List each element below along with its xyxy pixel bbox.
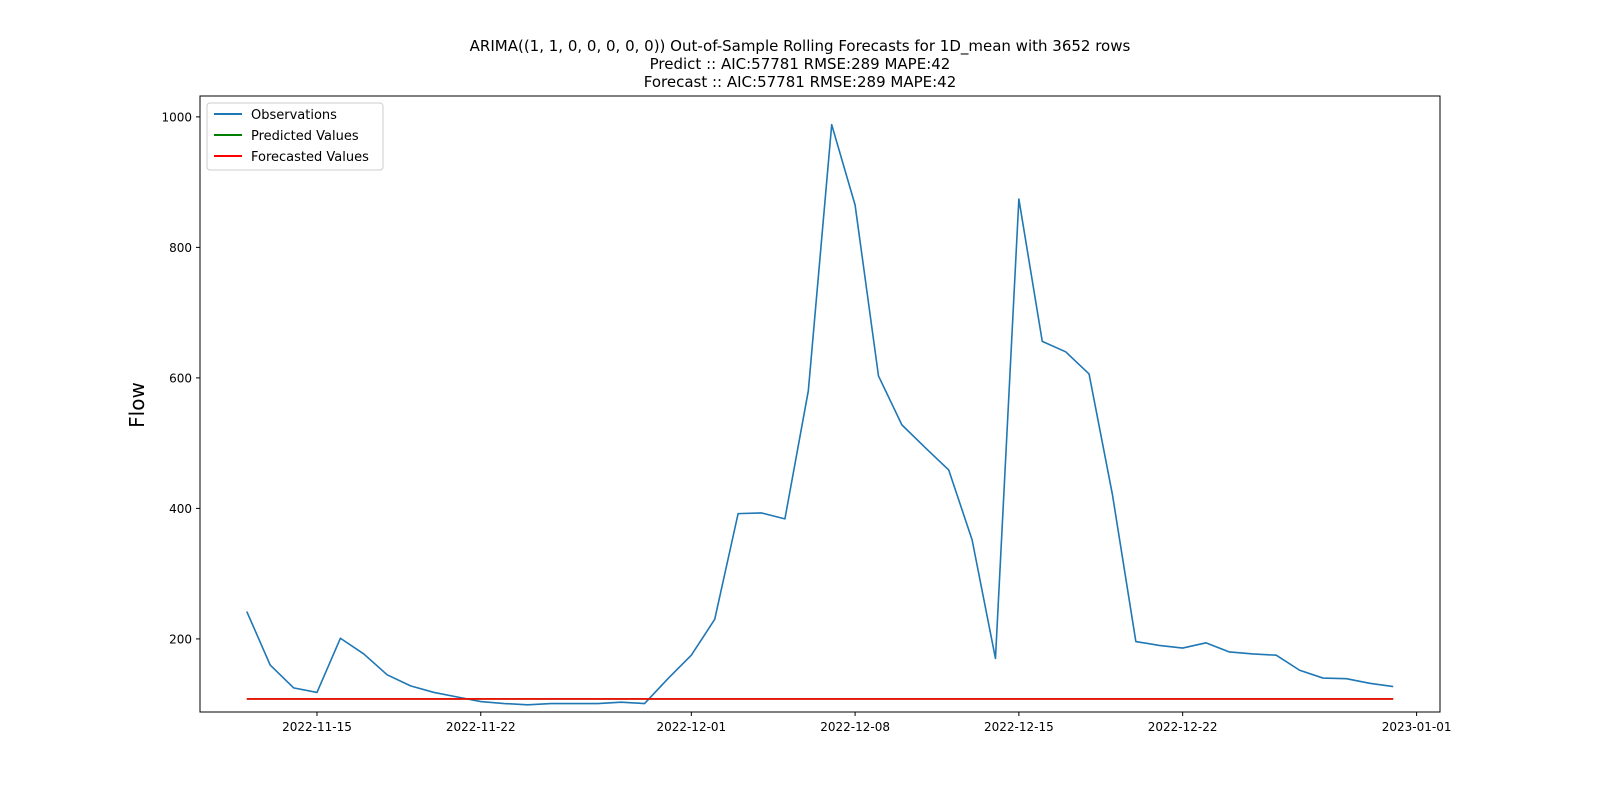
y-tick-label: 600 [169, 371, 192, 385]
x-tick-label: 2022-12-08 [820, 720, 890, 734]
x-tick-label: 2022-12-01 [656, 720, 726, 734]
y-tick-label: 400 [169, 502, 192, 516]
y-tick-label: 200 [169, 632, 192, 646]
chart-title-line-2: Predict :: AIC:57781 RMSE:289 MAPE:42 [650, 55, 951, 73]
y-axis-label: Flow [125, 382, 149, 428]
chart-title-line-1: ARIMA((1, 1, 0, 0, 0, 0, 0)) Out-of-Samp… [470, 37, 1131, 56]
y-tick-label: 800 [169, 241, 192, 255]
legend-box [206, 102, 384, 171]
x-tick-label: 2022-12-15 [984, 720, 1054, 734]
legend-label-observations: Observations [251, 108, 337, 123]
legend-label-predicted: Predicted Values [251, 129, 359, 144]
plot-area-frame [199, 95, 1441, 713]
series-layer [246, 123, 1394, 706]
x-tick-label: 2022-11-22 [446, 720, 516, 734]
y-tick-label: 1000 [161, 110, 192, 124]
x-tick-label: 2023-01-01 [1382, 720, 1452, 734]
x-tick-label: 2022-12-22 [1148, 720, 1218, 734]
x-axis: 2022-11-15 2022-11-22 2022-12-01 2022-12-08… [282, 712, 1451, 734]
legend: Observations Predicted Values Forecasted… [206, 102, 384, 171]
series-line-observations [246, 123, 1394, 706]
y-axis: 200 400 600 800 1000 [161, 110, 200, 646]
legend-label-forecasted: Forecasted Values [251, 150, 369, 165]
chart-title-line-3: Forecast :: AIC:57781 RMSE:289 MAPE:42 [644, 73, 957, 91]
x-tick-label: 2022-11-15 [282, 720, 352, 734]
